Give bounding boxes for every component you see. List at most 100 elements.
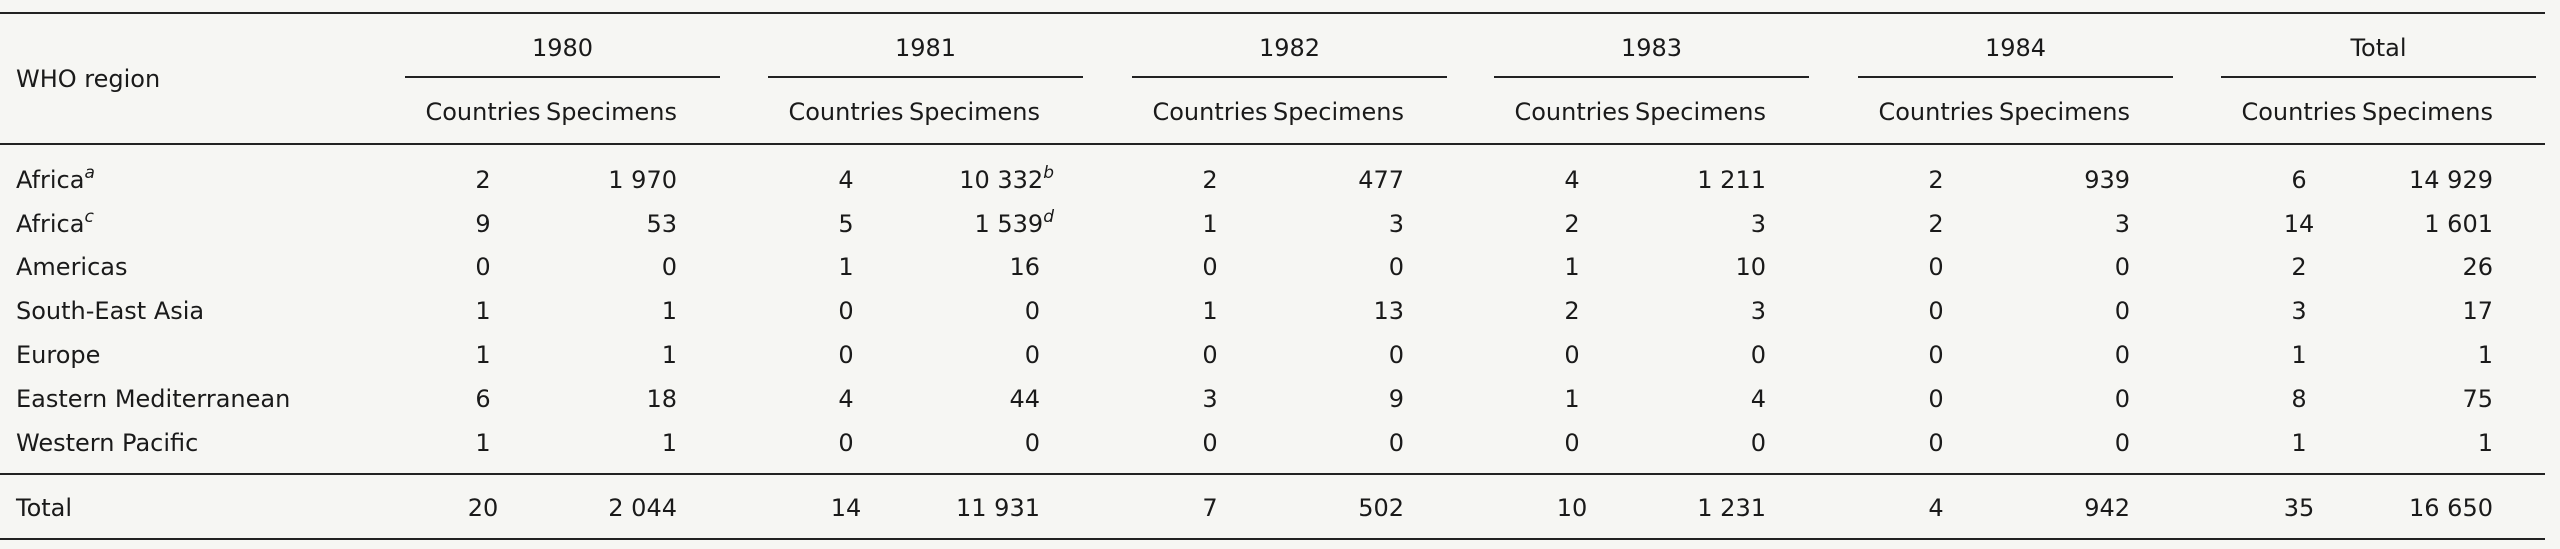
cell: 2 <box>1564 297 1579 325</box>
cell: 4 <box>1564 166 1579 194</box>
cell: 2 <box>1202 166 1217 194</box>
cell: 1 <box>662 297 677 325</box>
cell: 1 231 <box>1697 494 1766 522</box>
region: Africa <box>16 210 84 238</box>
cell: 1 <box>475 341 490 369</box>
cell: 0 <box>2115 253 2130 281</box>
cell: 26 <box>2462 253 2493 281</box>
cell: 0 <box>1025 341 1040 369</box>
cell-value: 10 332 <box>959 166 1043 194</box>
sub-header: Countries <box>1152 98 1267 126</box>
cell: 0 <box>838 429 853 457</box>
cell: 1 <box>662 429 677 457</box>
cell: 3 <box>1751 210 1766 238</box>
sub-header: Specimens <box>1635 98 1766 126</box>
cell: 4 <box>838 166 853 194</box>
footnote-mark: c <box>84 207 94 227</box>
cell: 0 <box>1389 253 1404 281</box>
cell: 16 <box>1009 253 1040 281</box>
row-label: Total <box>15 494 72 522</box>
group-header: 1980 <box>532 34 593 62</box>
footnote-mark: d <box>1043 207 1054 227</box>
cell: 1 <box>2291 341 2306 369</box>
cell: 10 332b <box>959 163 1054 194</box>
sub-header: Specimens <box>1999 98 2130 126</box>
cell: 0 <box>838 341 853 369</box>
region: Europe <box>16 341 100 369</box>
cell: 0 <box>1928 385 1943 413</box>
cell: 4 <box>1751 385 1766 413</box>
sub-header: Countries <box>788 98 903 126</box>
row-label: Eastern Mediterranean <box>16 385 290 413</box>
cell: 0 <box>1928 341 1943 369</box>
cell: 477 <box>1358 166 1404 194</box>
cell: 0 <box>1564 341 1579 369</box>
cell: 0 <box>838 297 853 325</box>
cell: 75 <box>2462 385 2493 413</box>
cell: 502 <box>1358 494 1404 522</box>
cell: 0 <box>2115 429 2130 457</box>
region: Americas <box>16 253 128 281</box>
cell: 35 <box>2284 494 2315 522</box>
region: Eastern Mediterranean <box>16 385 290 413</box>
cell: 17 <box>2462 297 2493 325</box>
cell: 44 <box>1009 385 1040 413</box>
cell: 1 <box>1202 297 1217 325</box>
group-header: Total <box>2349 34 2406 62</box>
cell: 1 <box>2478 341 2493 369</box>
group-header: 1982 <box>1259 34 1320 62</box>
cell: 0 <box>1928 297 1943 325</box>
cell: 5 <box>838 210 853 238</box>
cell: 3 <box>1202 385 1217 413</box>
cell: 0 <box>662 253 677 281</box>
cell: 1 539d <box>974 207 1054 238</box>
group-header: 1983 <box>1621 34 1682 62</box>
region: Africa <box>16 166 84 194</box>
region: Total <box>15 494 72 522</box>
cell: 1 <box>2291 429 2306 457</box>
cell: 9 <box>1389 385 1404 413</box>
cell: 3 <box>2291 297 2306 325</box>
row-label: Africac <box>16 207 94 238</box>
cell: 2 <box>1928 166 1943 194</box>
group-header: 1981 <box>895 34 956 62</box>
footnote-mark: a <box>84 163 94 183</box>
cell: 1 <box>2478 429 2493 457</box>
cell: 0 <box>1564 429 1579 457</box>
cell: 14 <box>831 494 862 522</box>
cell: 53 <box>646 210 677 238</box>
cell: 0 <box>2115 385 2130 413</box>
cell: 0 <box>1202 429 1217 457</box>
cell: 0 <box>475 253 490 281</box>
cell: 2 <box>2291 253 2306 281</box>
cell: 0 <box>1751 341 1766 369</box>
sub-header: Specimens <box>546 98 677 126</box>
cell: 3 <box>1751 297 1766 325</box>
cell: 0 <box>1202 253 1217 281</box>
cell: 1 601 <box>2424 210 2493 238</box>
cell: 1 <box>838 253 853 281</box>
cell: 7 <box>1202 494 1217 522</box>
cell: 2 <box>475 166 490 194</box>
cell: 0 <box>1928 429 1943 457</box>
sub-header: Countries <box>2241 98 2356 126</box>
cell: 0 <box>1389 429 1404 457</box>
cell: 1 <box>475 297 490 325</box>
cell: 4 <box>838 385 853 413</box>
footnote-mark: b <box>1043 163 1054 183</box>
cell: 3 <box>2115 210 2130 238</box>
cell: 0 <box>1389 341 1404 369</box>
cell: 16 650 <box>2409 494 2493 522</box>
cell: 1 <box>1564 385 1579 413</box>
cell: 6 <box>2291 166 2306 194</box>
cell: 2 <box>1564 210 1579 238</box>
sub-header: Countries <box>1878 98 1993 126</box>
group-header: 1984 <box>1985 34 2046 62</box>
cell: 0 <box>1202 341 1217 369</box>
region: Western Pacific <box>16 429 198 457</box>
sub-header: Specimens <box>1273 98 1404 126</box>
cell: 942 <box>2084 494 2130 522</box>
cell: 939 <box>2084 166 2130 194</box>
cell: 9 <box>475 210 490 238</box>
